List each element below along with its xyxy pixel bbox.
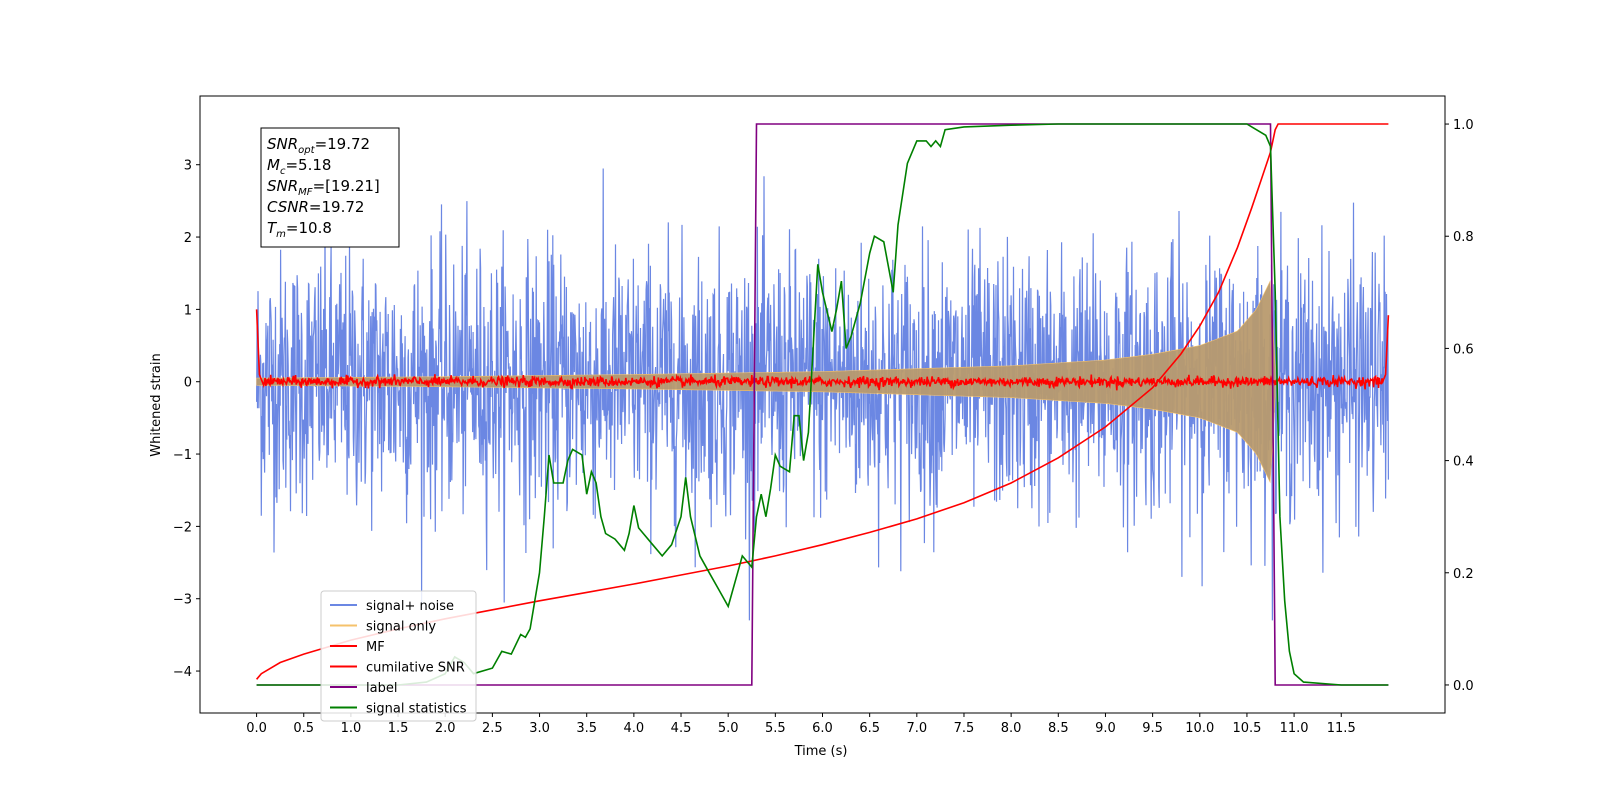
x-tick-label: 2.0: [435, 721, 456, 736]
legend: signal+ noise signal only MF cumilative SNR…: [320, 590, 477, 722]
x-tick-label: 3.0: [529, 721, 550, 736]
series-signal-statistics: [256, 123, 1389, 686]
legend-frame: [320, 590, 477, 722]
x-tick-label: 4.5: [671, 721, 692, 736]
y-tick-label: 3: [184, 159, 192, 174]
annotation-box: SNRopt=19.72 Mc=5.18 SNRMF=[19.21] CSNR=…: [260, 127, 400, 248]
legend-label-mf: MF: [366, 640, 385, 655]
x-tick-label: 1.0: [341, 721, 362, 736]
y-tick-label: 1: [184, 303, 192, 318]
legend-label-cumilative-snr: cumilative SNR: [366, 661, 465, 676]
series-mf: [255, 309, 1390, 391]
x-tick-label: 4.0: [624, 721, 645, 736]
y-axis-left: −4 −3 −2 −1 0 1 2 3: [173, 159, 200, 680]
x-tick-label: 3.5: [576, 721, 597, 736]
legend-label-signal-statistics: signal statistics: [366, 702, 467, 717]
x-tick-label: 10.0: [1185, 721, 1214, 736]
annotation-tm: Tm=10.8: [267, 219, 332, 240]
y-right-tick-label: 0.4: [1453, 455, 1474, 470]
x-tick-label: 0.5: [293, 721, 314, 736]
x-tick-label: 5.5: [765, 721, 786, 736]
y-axis-label: Whitened strain: [149, 353, 164, 456]
y-right-tick-label: 1.0: [1453, 118, 1474, 133]
y-tick-label: −2: [173, 520, 192, 535]
y-right-tick-label: 0.2: [1453, 567, 1474, 582]
x-tick-label: 1.5: [388, 721, 409, 736]
y-tick-label: 2: [184, 231, 192, 246]
x-tick-label: 7.5: [954, 721, 975, 736]
annotation-snr-opt: SNRopt=19.72: [267, 135, 370, 156]
x-axis: 0.0 0.5 1.0 1.5 2.0 2.5 3.0 3.5 4.0 4.5 5.0 5.5 6.0 6…: [246, 713, 1356, 736]
x-tick-label: 9.5: [1142, 721, 1163, 736]
y-right-tick-label: 0.0: [1453, 679, 1474, 694]
y-right-tick-label: 0.8: [1453, 230, 1474, 245]
x-tick-label: 11.5: [1327, 721, 1356, 736]
annotation-csnr: CSNR=19.72: [267, 198, 364, 216]
legend-label-signal-only: signal only: [366, 620, 436, 635]
x-tick-label: 2.5: [482, 721, 503, 736]
x-tick-label: 10.5: [1232, 721, 1261, 736]
x-tick-label: 7.0: [906, 721, 927, 736]
y-tick-label: 0: [184, 376, 192, 391]
y-right-tick-label: 0.6: [1453, 342, 1474, 357]
y-tick-label: −1: [173, 448, 192, 463]
x-tick-label: 5.0: [718, 721, 739, 736]
x-tick-label: 0.0: [246, 721, 267, 736]
legend-label-label: label: [366, 681, 397, 696]
x-tick-label: 11.0: [1280, 721, 1309, 736]
x-tick-label: 8.5: [1048, 721, 1069, 736]
legend-label-signal-noise: signal+ noise: [366, 599, 454, 614]
x-tick-label: 8.0: [1001, 721, 1022, 736]
x-axis-label: Time (s): [794, 744, 848, 759]
series-label: [256, 123, 1389, 686]
x-tick-label: 6.5: [859, 721, 880, 736]
y-tick-label: −3: [173, 593, 192, 608]
annotation-mc: Mc=5.18: [267, 156, 331, 177]
y-axis-right: 0.0 0.2 0.4 0.6 0.8 1.0: [1445, 118, 1474, 694]
annotation-snr-mf: SNRMF=[19.21]: [267, 177, 380, 198]
x-tick-label: 6.0: [812, 721, 833, 736]
x-tick-label: 9.0: [1095, 721, 1116, 736]
y-tick-label: −4: [173, 665, 192, 680]
